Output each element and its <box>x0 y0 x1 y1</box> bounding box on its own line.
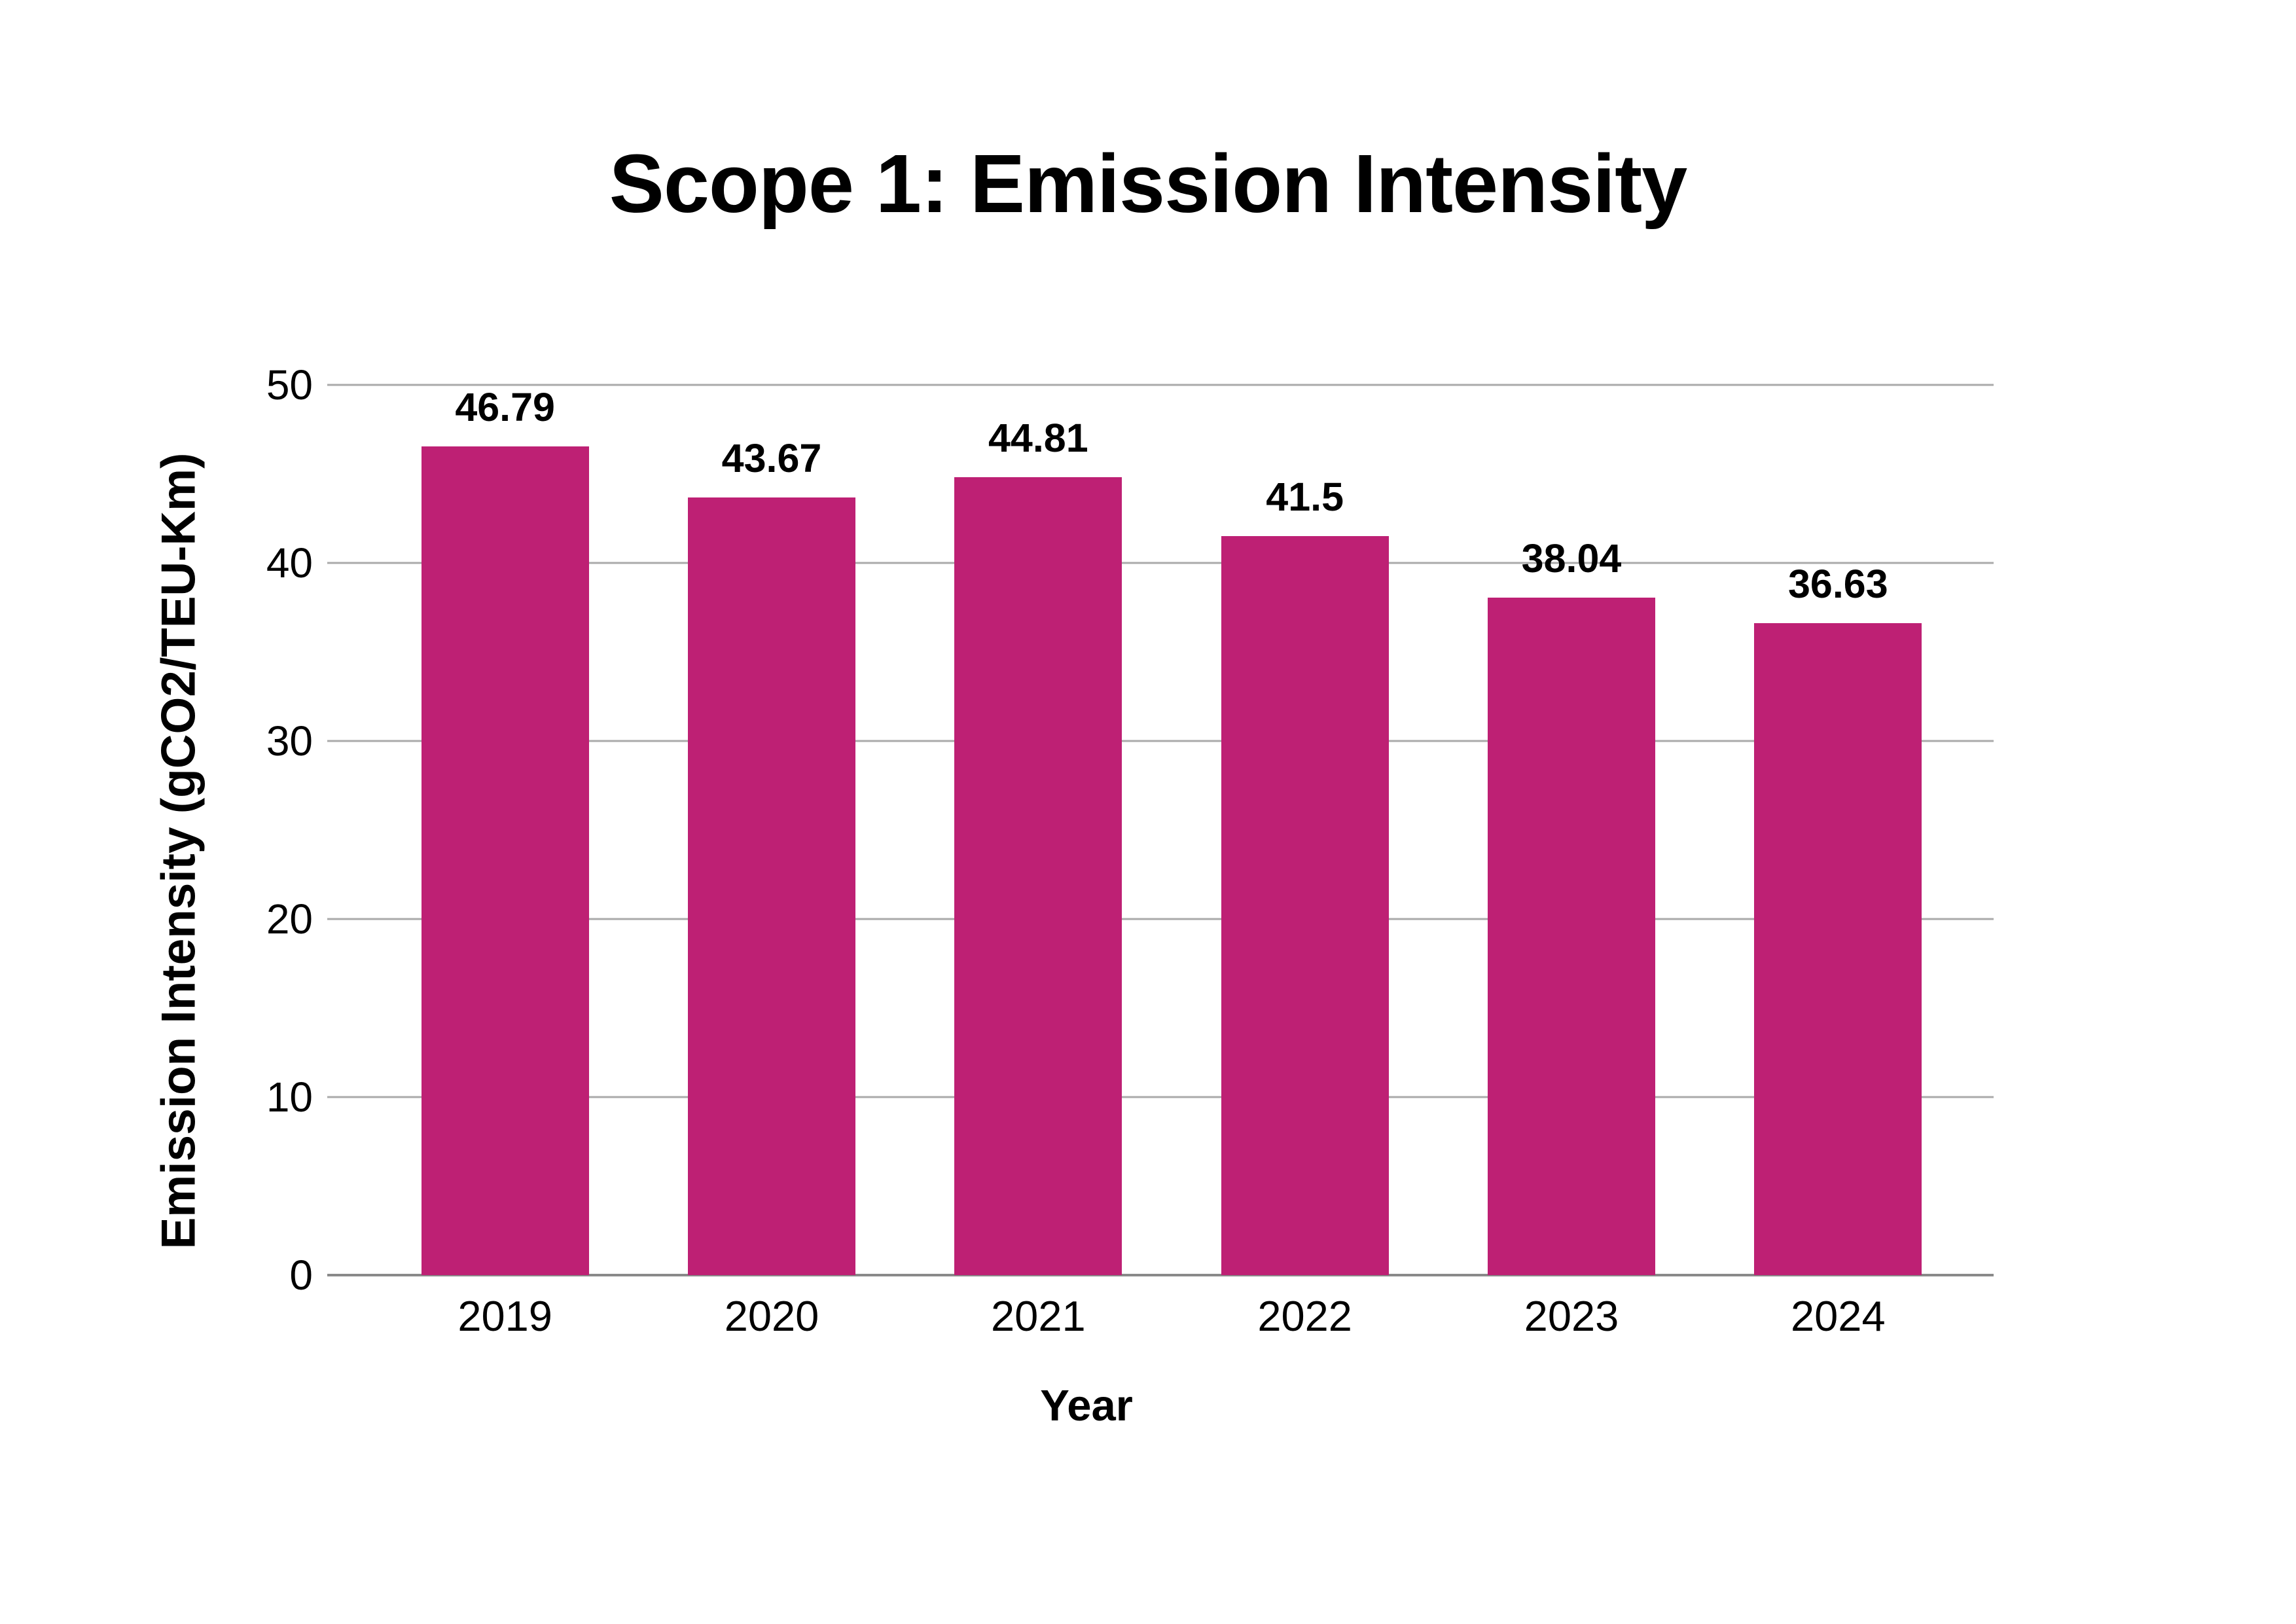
x-tick-label-2021: 2021 <box>991 1292 1086 1340</box>
x-tick-label-2022: 2022 <box>1257 1292 1352 1340</box>
x-axis-ticks: 2019 2020 2021 2022 2023 2024 <box>372 1293 1971 1340</box>
bar-group-2023: 38.04 <box>1438 385 1704 1275</box>
gridline-30 <box>327 740 1994 742</box>
chart-title: Scope 1: Emission Intensity <box>609 137 1687 230</box>
gridline-50 <box>327 384 1994 386</box>
bars-container: 46.79 43.67 44.81 41.5 38.04 36.63 <box>372 385 1971 1275</box>
x-tick-label-2019: 2019 <box>457 1292 552 1340</box>
bar-value-label: 36.63 <box>1787 561 1888 606</box>
bar-2022 <box>1221 536 1389 1275</box>
x-tick-label-2020: 2020 <box>724 1292 819 1340</box>
y-tick-label: 20 <box>266 895 313 943</box>
x-tick-label-2024: 2024 <box>1791 1292 1886 1340</box>
y-tick-label: 50 <box>266 361 313 408</box>
gridline-40 <box>327 562 1994 564</box>
bar-2021 <box>954 477 1122 1275</box>
bar-2019 <box>421 446 589 1275</box>
plot-area: 50 40 30 20 10 0 46.79 43.67 44.81 41.5 <box>266 364 1994 1296</box>
x-axis-line <box>327 1274 1994 1276</box>
bar-value-label: 46.79 <box>455 385 555 429</box>
bar-2024 <box>1754 623 1922 1275</box>
bar-2023 <box>1487 598 1655 1275</box>
gridline-10 <box>327 1096 1994 1098</box>
bar-group-2022: 41.5 <box>1172 385 1438 1275</box>
gridline-20 <box>327 918 1994 920</box>
x-axis-title: Year <box>1040 1381 1133 1430</box>
y-tick-label: 0 <box>289 1252 313 1299</box>
bar-value-label: 38.04 <box>1521 536 1622 581</box>
x-tick-label-2023: 2023 <box>1524 1292 1619 1340</box>
bar-value-label: 43.67 <box>721 436 822 481</box>
bar-group-2019: 46.79 <box>372 385 638 1275</box>
y-tick-label: 10 <box>266 1074 313 1121</box>
y-tick-label: 40 <box>266 539 313 586</box>
bar-group-2024: 36.63 <box>1705 385 1971 1275</box>
bar-group-2020: 43.67 <box>638 385 905 1275</box>
bar-2020 <box>687 497 855 1275</box>
y-tick-label: 30 <box>266 717 313 765</box>
bar-group-2021: 44.81 <box>905 385 1172 1275</box>
bar-value-label: 44.81 <box>988 416 1088 461</box>
bar-value-label: 41.5 <box>1266 475 1344 520</box>
